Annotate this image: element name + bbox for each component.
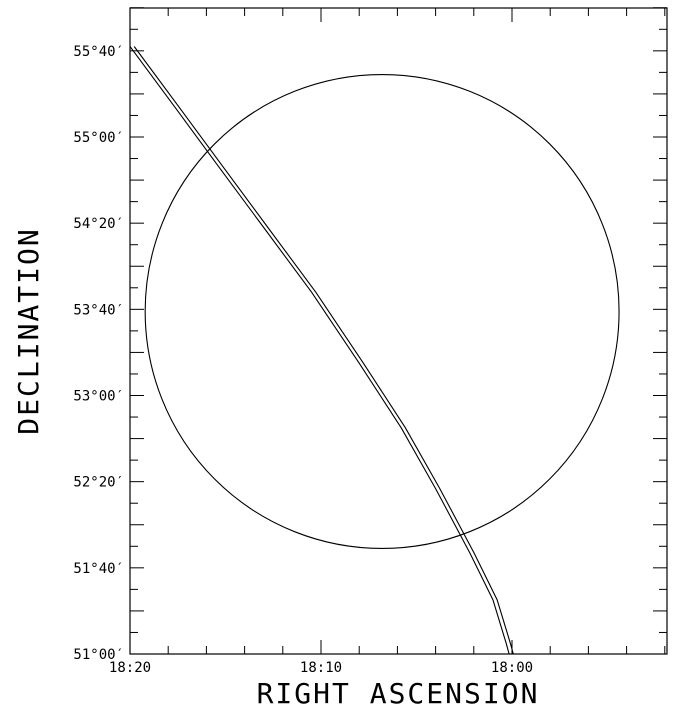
y-tick-label: 51°00′ — [73, 647, 124, 663]
y-tick-label: 53°00′ — [73, 389, 124, 405]
x-tick-label: 18:20 — [109, 660, 151, 676]
x-tick-label: 18:10 — [300, 660, 342, 676]
y-tick-label: 55°40′ — [73, 44, 124, 60]
plot-marks — [130, 46, 620, 654]
x-axis-tick-labels: 18:20 18:10 18:00 — [109, 660, 533, 676]
field-circle — [144, 73, 620, 549]
x-axis-title: RIGHT ASCENSION — [257, 677, 540, 709]
track-line-left — [130, 46, 510, 654]
y-tick-label: 52°20′ — [73, 475, 124, 491]
y-axis-title: DECLINATION — [12, 227, 45, 434]
y-tick-label: 53°40′ — [73, 302, 124, 318]
x-axis-ticks — [129, 8, 666, 654]
y-tick-label: 54°20′ — [73, 216, 124, 232]
y-axis-ticks — [130, 7, 667, 655]
x-tick-label: 18:00 — [491, 660, 533, 676]
y-axis-tick-labels: 51°00′ 51°40′ 52°20′ 53°00′ 53°40′ 54°20′ 55°0… — [73, 44, 124, 663]
plot-frame — [129, 7, 668, 655]
y-tick-label: 55°00′ — [73, 130, 124, 146]
y-tick-label: 51°40′ — [73, 561, 124, 577]
track-line-right — [133, 46, 514, 654]
